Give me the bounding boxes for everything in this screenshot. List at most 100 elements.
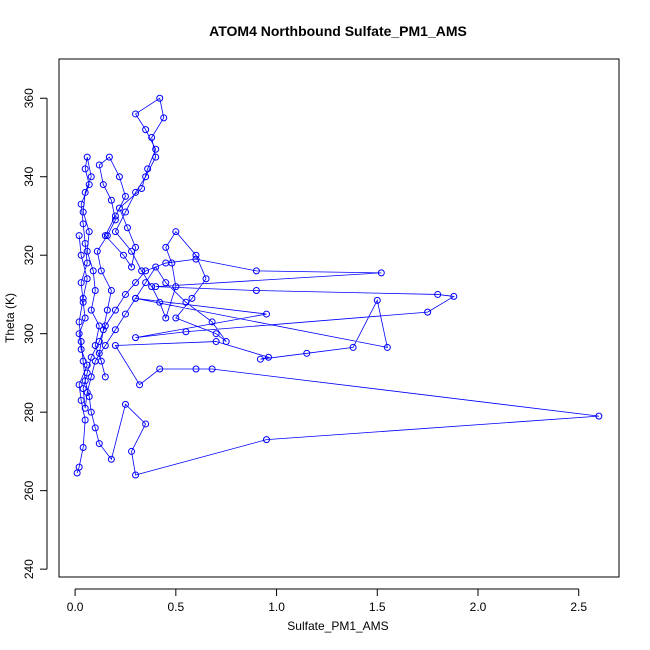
plot-frame xyxy=(58,58,620,578)
x-tick-label: 1.5 xyxy=(369,600,386,614)
data-point xyxy=(75,318,83,326)
data-point xyxy=(75,330,83,338)
data-point xyxy=(95,338,103,346)
data-point xyxy=(148,133,156,141)
data-point xyxy=(83,259,91,267)
data-point xyxy=(99,326,107,334)
y-tick-label: 280 xyxy=(22,402,36,422)
data-point xyxy=(424,308,432,316)
data-point xyxy=(208,318,216,326)
y-tick-label: 320 xyxy=(22,245,36,265)
data-point xyxy=(152,145,160,153)
data-point xyxy=(99,181,107,189)
data-point xyxy=(81,314,89,322)
data-point xyxy=(132,334,140,342)
data-point xyxy=(121,290,129,298)
data-point xyxy=(434,290,442,298)
data-point xyxy=(188,294,196,302)
data-point xyxy=(75,381,83,389)
data-point xyxy=(383,343,391,351)
data-point xyxy=(132,471,140,479)
data-point xyxy=(83,361,91,369)
data-point xyxy=(303,349,311,357)
data-point xyxy=(202,275,210,283)
data-point xyxy=(212,330,220,338)
data-point xyxy=(95,161,103,169)
data-point xyxy=(121,192,129,200)
data-point xyxy=(142,126,150,134)
data-point xyxy=(162,314,170,322)
data-point xyxy=(81,165,89,173)
data-point xyxy=(101,341,109,349)
data-point xyxy=(252,267,260,275)
data-point xyxy=(111,306,119,314)
data-point xyxy=(75,463,83,471)
data-point xyxy=(156,298,164,306)
data-point xyxy=(377,269,385,277)
data-point xyxy=(95,440,103,448)
data-point xyxy=(152,283,160,291)
data-point xyxy=(75,232,83,240)
data-point xyxy=(101,232,109,240)
data-point xyxy=(142,420,150,428)
data-point xyxy=(138,267,146,275)
data-point xyxy=(192,255,200,263)
data-point xyxy=(77,396,85,404)
data-point xyxy=(162,259,170,267)
data-point xyxy=(160,114,168,122)
data-point xyxy=(115,204,123,212)
data-point xyxy=(77,279,85,287)
data-point xyxy=(142,267,150,275)
data-point xyxy=(103,306,111,314)
data-point xyxy=(77,200,85,208)
data-point xyxy=(182,298,190,306)
data-point xyxy=(128,447,136,455)
x-tick-label: 0.5 xyxy=(167,600,184,614)
data-point xyxy=(81,188,89,196)
data-point xyxy=(79,444,87,451)
data-point xyxy=(77,345,85,353)
x-tick-label: 1.0 xyxy=(268,600,285,614)
data-point xyxy=(162,243,170,251)
data-point xyxy=(222,338,230,346)
data-point xyxy=(111,341,119,349)
data-point xyxy=(111,216,119,224)
data-point xyxy=(156,365,164,373)
data-point xyxy=(107,455,115,463)
data-point xyxy=(595,412,603,420)
data-point xyxy=(262,436,270,444)
data-point xyxy=(97,267,105,275)
data-point xyxy=(264,353,272,361)
data-point xyxy=(91,341,99,349)
data-point xyxy=(95,349,103,357)
data-point xyxy=(79,208,87,216)
data-point xyxy=(142,173,150,181)
data-point xyxy=(192,251,200,259)
data-point xyxy=(111,326,119,334)
data-point xyxy=(121,208,129,216)
data-point xyxy=(121,400,129,408)
data-point xyxy=(81,377,89,385)
chart-title: ATOM4 Northbound Sulfate_PM1_AMS xyxy=(209,23,467,39)
data-point xyxy=(121,310,129,318)
data-point xyxy=(87,306,95,314)
data-point xyxy=(256,355,264,363)
data-point xyxy=(83,369,91,377)
data-point xyxy=(152,263,160,271)
data-point xyxy=(115,173,123,181)
data-point xyxy=(172,283,180,291)
data-point xyxy=(87,408,95,416)
data-point xyxy=(83,247,91,255)
data-point xyxy=(73,469,81,477)
data-point xyxy=(105,153,113,161)
y-tick-label: 260 xyxy=(22,480,36,500)
data-point xyxy=(85,181,93,189)
data-point xyxy=(83,153,91,161)
data-point xyxy=(262,310,270,318)
y-tick-label: 340 xyxy=(22,166,36,186)
data-point xyxy=(77,251,85,259)
y-tick-label: 360 xyxy=(22,88,36,108)
data-point xyxy=(93,247,101,255)
